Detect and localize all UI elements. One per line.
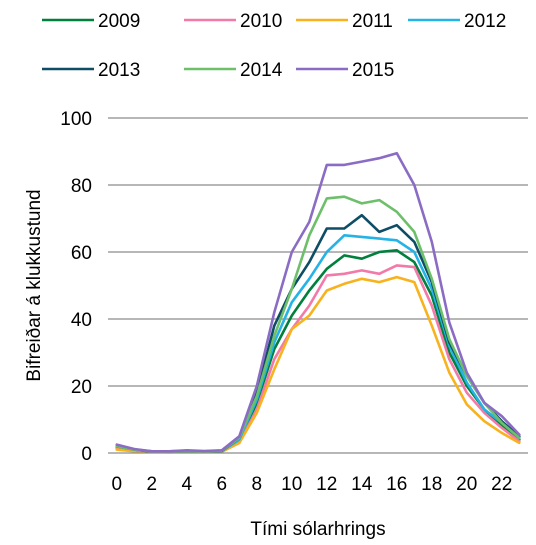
x-tick-label: 14 <box>351 474 373 495</box>
legend-label: 2013 <box>98 60 140 81</box>
legend-item-2011: 2011 <box>296 11 393 32</box>
y-axis-tick-labels: 0 20 40 60 80 100 <box>60 109 92 465</box>
y-tick-label: 80 <box>71 176 92 197</box>
legend-label: 2009 <box>98 11 140 32</box>
y-tick-label: 0 <box>81 444 92 465</box>
y-tick-label: 20 <box>71 377 92 398</box>
legend-label: 2014 <box>240 60 283 81</box>
x-tick-label: 18 <box>421 474 442 495</box>
y-axis-title: Bifreiðar á klukkustund <box>24 189 45 381</box>
x-tick-label: 6 <box>216 474 227 495</box>
y-tick-label: 100 <box>60 109 92 130</box>
legend-label: 2011 <box>352 11 393 32</box>
chart-gridlines <box>108 117 528 387</box>
x-axis-title: Tími sólarhrings <box>250 519 385 540</box>
chart-series <box>115 151 521 454</box>
x-tick-label: 20 <box>456 474 477 495</box>
series-line-2014 <box>115 195 521 453</box>
y-tick-label: 60 <box>71 243 92 264</box>
series-line-2012 <box>115 234 521 454</box>
series-line-2013 <box>115 213 521 454</box>
y-tick-label: 40 <box>71 310 92 331</box>
chart-legend: 2009 2010 2011 2012 2013 2014 2015 <box>42 11 506 81</box>
series-line-2015 <box>115 151 521 453</box>
x-tick-label: 10 <box>281 474 302 495</box>
legend-item-2015: 2015 <box>296 60 394 81</box>
legend-label: 2015 <box>352 60 394 81</box>
x-tick-label: 8 <box>251 474 262 495</box>
x-tick-label: 12 <box>316 474 337 495</box>
legend-item-2009: 2009 <box>42 11 140 32</box>
legend-label: 2012 <box>464 11 506 32</box>
x-tick-label: 2 <box>146 474 157 495</box>
legend-label: 2010 <box>240 11 282 32</box>
x-tick-label: 0 <box>111 474 122 495</box>
legend-item-2012: 2012 <box>408 11 506 32</box>
legend-item-2010: 2010 <box>184 11 282 32</box>
x-tick-label: 22 <box>491 474 512 495</box>
x-tick-label: 16 <box>386 474 407 495</box>
legend-item-2014: 2014 <box>184 60 283 81</box>
legend-item-2013: 2013 <box>42 60 140 81</box>
x-axis-tick-labels: 0 2 4 6 8 10 12 14 16 18 20 22 <box>111 474 512 495</box>
x-tick-label: 4 <box>181 474 192 495</box>
